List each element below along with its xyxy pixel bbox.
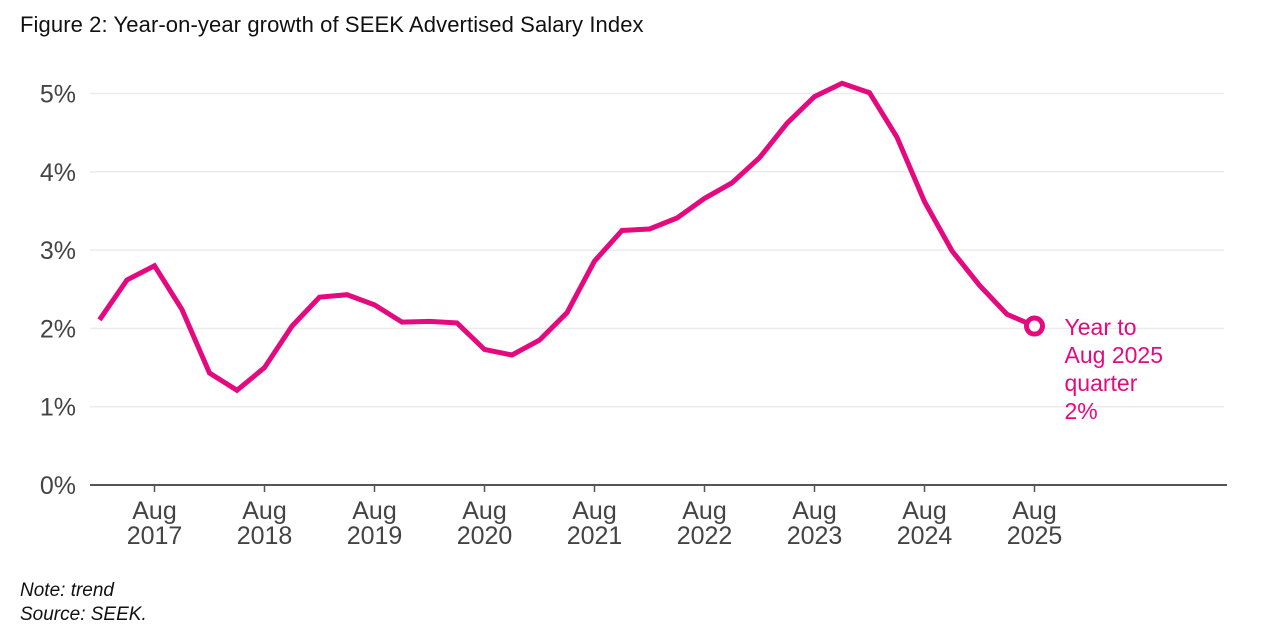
- x-tick-label-year: 2024: [897, 522, 953, 550]
- x-tick-label-year: 2020: [457, 522, 513, 550]
- y-tick-label: 0%: [40, 472, 76, 500]
- series-group: [97, 80, 1036, 394]
- x-tick-label-year: 2018: [237, 522, 293, 550]
- x-tick-label-year: 2025: [1007, 522, 1063, 550]
- x-tick-label-year: 2023: [787, 522, 843, 550]
- x-axis: Aug2017Aug2018Aug2019Aug2020Aug2021Aug20…: [90, 484, 1227, 550]
- x-tick-label: Aug: [792, 497, 836, 525]
- annotation-text: Aug 2025: [1065, 342, 1163, 368]
- gridlines: [90, 92, 1224, 408]
- series-line: [97, 80, 1036, 394]
- x-tick-label: Aug: [902, 497, 946, 525]
- y-tick-label: 1%: [40, 394, 76, 422]
- y-tick-label: 5%: [40, 81, 76, 109]
- x-tick-label: Aug: [352, 497, 396, 525]
- end-point-marker: [1024, 315, 1045, 337]
- annotation-text: Year to: [1065, 314, 1137, 340]
- x-tick-label: Aug: [1012, 497, 1056, 525]
- x-tick-label: Aug: [572, 497, 616, 525]
- y-tick-label: 3%: [40, 237, 76, 265]
- y-axis-ticks: 0% 1% 2% 3% 4% 5%: [40, 81, 76, 501]
- chart-note: Note: trend: [20, 580, 114, 601]
- x-tick-label-year: 2022: [677, 522, 733, 550]
- x-tick-label: Aug: [242, 497, 286, 525]
- annotation-text: 2%: [1065, 398, 1098, 424]
- x-tick-label-year: 2017: [127, 522, 183, 550]
- x-tick-label: Aug: [682, 497, 726, 525]
- x-tick-label-year: 2021: [567, 522, 623, 550]
- chart-title: Figure 2: Year-on-year growth of SEEK Ad…: [20, 12, 644, 37]
- annotation-text: quarter: [1065, 370, 1138, 396]
- y-tick-label: 2%: [40, 315, 76, 343]
- x-tick-label: Aug: [462, 497, 506, 525]
- y-tick-label: 4%: [40, 159, 76, 187]
- x-tick-label-year: 2019: [347, 522, 403, 550]
- chart-source: Source: SEEK.: [20, 604, 147, 625]
- x-tick-label: Aug: [132, 497, 176, 525]
